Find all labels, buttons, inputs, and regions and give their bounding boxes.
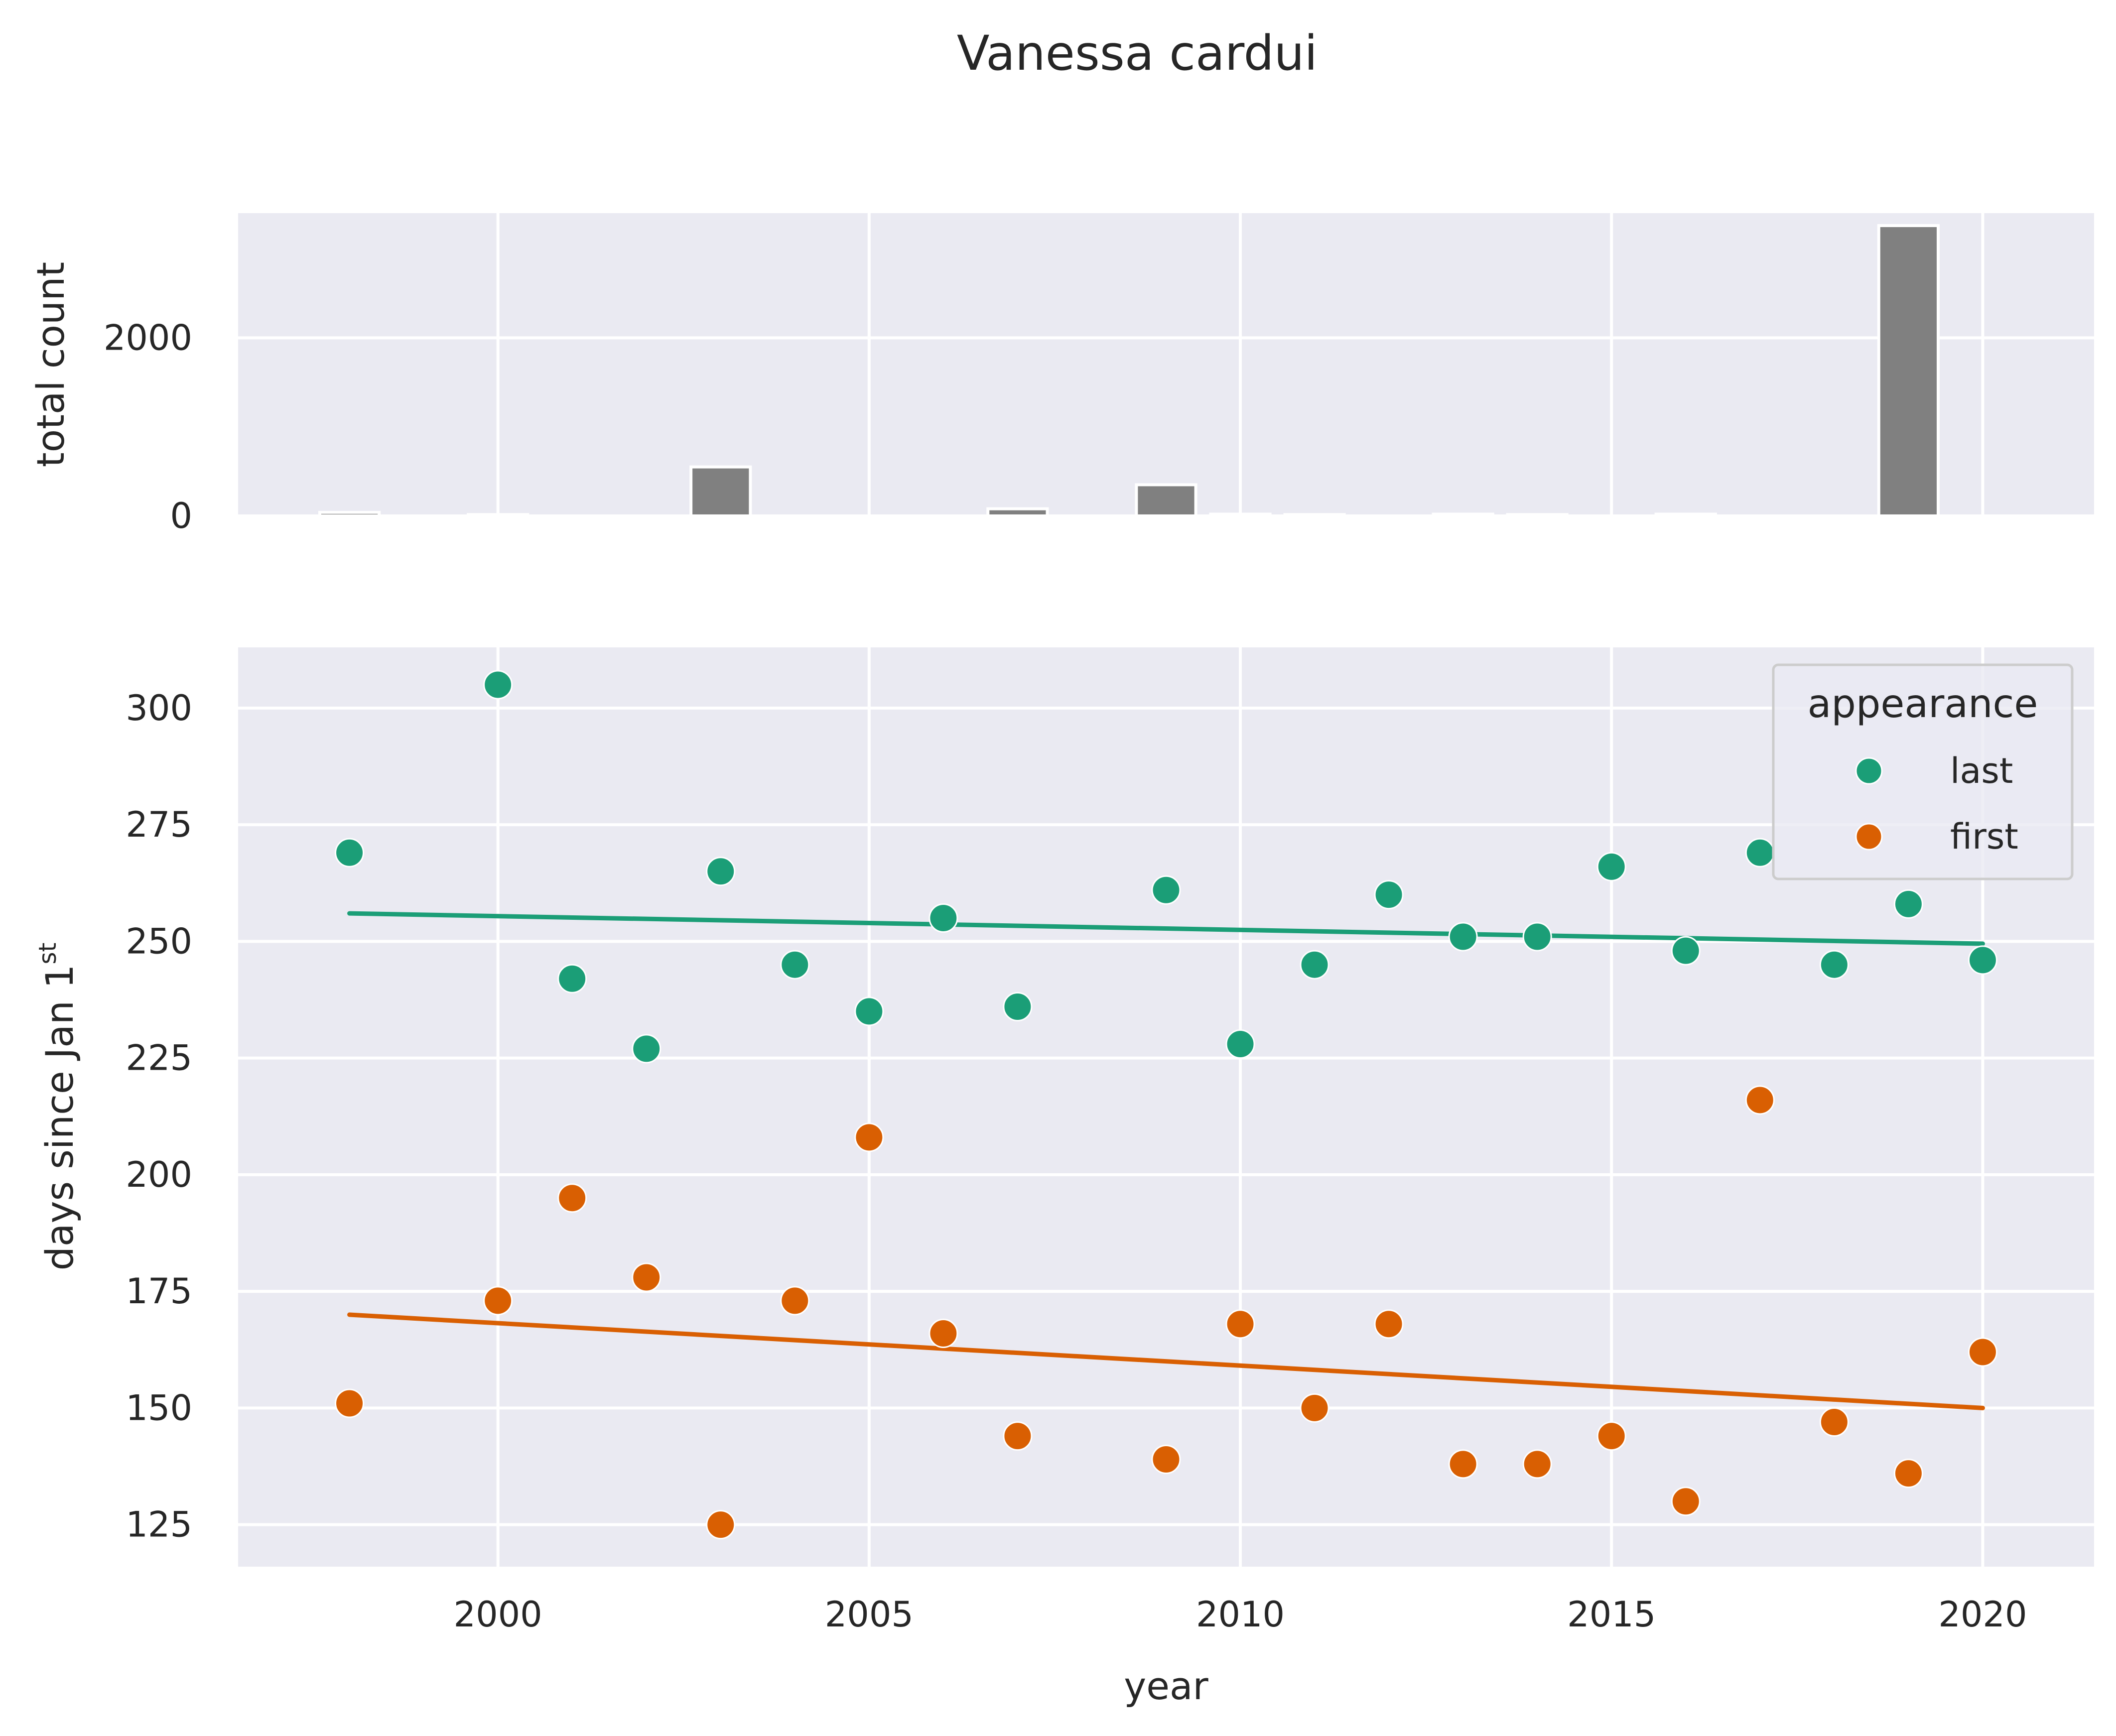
bottom-y-tick-label: 300 — [126, 688, 192, 729]
legend-marker-last — [1855, 757, 1883, 785]
point-last — [1448, 922, 1478, 952]
bottom-y-tick-label: 200 — [126, 1154, 192, 1195]
legend-title: appearance — [1808, 682, 2038, 727]
point-last — [780, 950, 810, 980]
point-first — [1225, 1309, 1255, 1339]
scatter-panel: 125 150 175 200 225 250 275 300 2000 2005 2010 201… — [34, 647, 2094, 1708]
x-tick-labels: 2000 2005 2010 2015 2020 — [454, 1594, 2027, 1635]
x-tick-label: 2005 — [825, 1594, 914, 1635]
x-axis-label: year — [1124, 1664, 1208, 1708]
bottom-y-tick-label: 150 — [126, 1387, 192, 1428]
point-first — [1968, 1337, 1997, 1367]
point-last — [1968, 945, 1997, 975]
count-bars — [318, 224, 1940, 518]
legend-box — [1772, 663, 2074, 880]
point-last — [1522, 922, 1552, 952]
point-first — [1448, 1449, 1478, 1479]
point-first — [1893, 1459, 1923, 1488]
trend-line-last — [347, 911, 1985, 946]
point-last — [1893, 889, 1923, 919]
x-tick-label: 2015 — [1567, 1594, 1656, 1635]
count-bar — [1209, 512, 1272, 518]
bottom-y-tick-label: 250 — [126, 921, 192, 962]
legend: appearance last first — [1772, 663, 2074, 880]
count-bar — [318, 510, 381, 517]
count-bar — [1654, 512, 1717, 518]
count-bar — [1135, 483, 1197, 517]
point-first — [1374, 1309, 1404, 1339]
point-first — [1745, 1085, 1775, 1115]
point-first — [483, 1286, 513, 1316]
y-axis-label-main: days since Jan 1 — [37, 965, 82, 1271]
x-tick-label: 2020 — [1938, 1594, 2027, 1635]
point-first — [1596, 1421, 1626, 1451]
point-last — [854, 996, 884, 1026]
x-tick-label: 2000 — [454, 1594, 542, 1635]
top-y-tick-label: 0 — [170, 496, 192, 536]
top-y-tick-label: 2000 — [104, 317, 192, 358]
bottom-y-tick-label: 125 — [126, 1504, 192, 1545]
point-last — [1596, 852, 1626, 881]
top-y-axis-label: total count — [28, 262, 73, 467]
count-bar — [689, 465, 752, 517]
point-last — [1745, 838, 1775, 868]
point-last — [1300, 950, 1329, 980]
point-last — [928, 903, 958, 933]
count-bar — [1283, 513, 1346, 517]
x-tick-label: 2010 — [1196, 1594, 1285, 1635]
point-last — [1003, 992, 1033, 1022]
trend-lines — [347, 911, 1985, 1410]
point-first — [1151, 1444, 1181, 1474]
point-last — [1671, 936, 1701, 966]
top-plot-area — [238, 213, 2094, 516]
count-bar — [1432, 512, 1494, 518]
point-first — [1671, 1487, 1701, 1516]
point-first — [854, 1122, 884, 1152]
count-bar — [467, 513, 529, 517]
figure-title: Vanessa cardui — [957, 25, 1318, 81]
bottom-y-tick-label: 225 — [126, 1038, 192, 1079]
point-last — [1819, 950, 1849, 980]
point-first — [1300, 1393, 1329, 1423]
point-last — [335, 838, 365, 868]
point-last — [632, 1034, 661, 1064]
point-first — [780, 1286, 810, 1316]
point-last — [1374, 880, 1404, 910]
count-bar — [986, 507, 1049, 517]
point-last — [483, 670, 513, 700]
bottom-y-tick-labels: 125 150 175 200 225 250 275 300 — [126, 688, 192, 1545]
point-first — [632, 1262, 661, 1292]
point-first — [928, 1318, 958, 1348]
legend-label-last: last — [1950, 750, 2013, 791]
bottom-y-axis-label: days since Jan 1st — [34, 943, 82, 1271]
bottom-y-tick-label: 175 — [126, 1271, 192, 1312]
top-y-tick-labels: 0 2000 — [104, 317, 192, 536]
point-last — [1225, 1029, 1255, 1059]
count-bar — [1506, 513, 1569, 517]
point-last — [706, 857, 736, 886]
point-first — [335, 1388, 365, 1418]
point-first — [706, 1510, 736, 1540]
point-first — [1819, 1407, 1849, 1437]
legend-marker-first — [1855, 823, 1883, 851]
scatter-points — [335, 670, 1997, 1540]
point-first — [557, 1183, 587, 1213]
y-axis-label-superscript: st — [34, 943, 62, 965]
count-bar — [1877, 224, 1940, 518]
point-first — [1522, 1449, 1552, 1479]
point-first — [1003, 1421, 1033, 1451]
trend-line-first — [347, 1312, 1985, 1410]
point-last — [557, 964, 587, 993]
point-last — [1151, 875, 1181, 905]
legend-label-first: first — [1950, 816, 2018, 857]
bottom-y-tick-label: 275 — [126, 804, 192, 845]
count-bar-panel: 0 2000 total count — [28, 213, 2094, 536]
